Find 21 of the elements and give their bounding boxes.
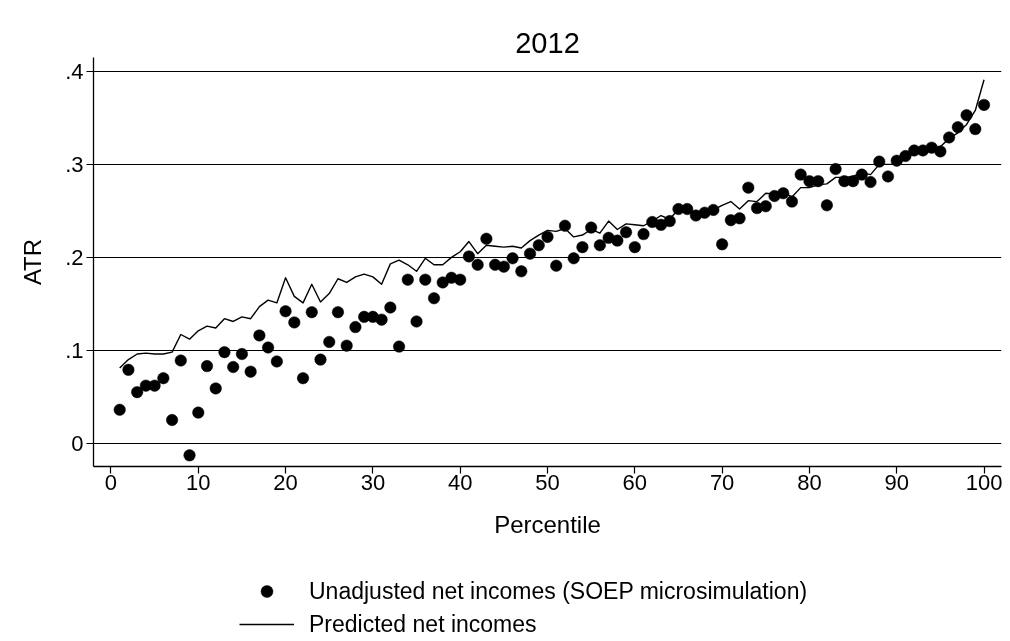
y-tick-label: .1: [65, 337, 84, 363]
x-tick-label: 70: [709, 469, 735, 495]
x-tick-label: 0: [104, 469, 118, 495]
y-axis-title: ATR: [19, 238, 47, 286]
x-tick-label: 60: [622, 469, 648, 495]
legend-label: Predicted net incomes: [309, 609, 537, 639]
y-tick-label: .3: [65, 151, 84, 177]
x-tick-label: 90: [884, 469, 909, 495]
x-axis-title: Percentile: [494, 510, 601, 538]
x-tick-label: 10: [186, 469, 211, 495]
x-tick-label: 40: [447, 469, 473, 495]
chart-title: 2012: [515, 26, 580, 59]
x-tick-label: 100: [965, 469, 1003, 495]
legend-label: Unadjusted net incomes (SOEP microsimulation): [309, 576, 808, 606]
y-tick-label: .4: [65, 58, 84, 84]
x-tick-label: 30: [360, 469, 386, 495]
x-tick-label: 80: [797, 469, 822, 495]
x-tick-label: 50: [535, 469, 560, 495]
y-tick-label: 0: [71, 430, 84, 456]
x-tick-label: 20: [273, 469, 298, 495]
y-tick-label: .2: [65, 244, 84, 270]
